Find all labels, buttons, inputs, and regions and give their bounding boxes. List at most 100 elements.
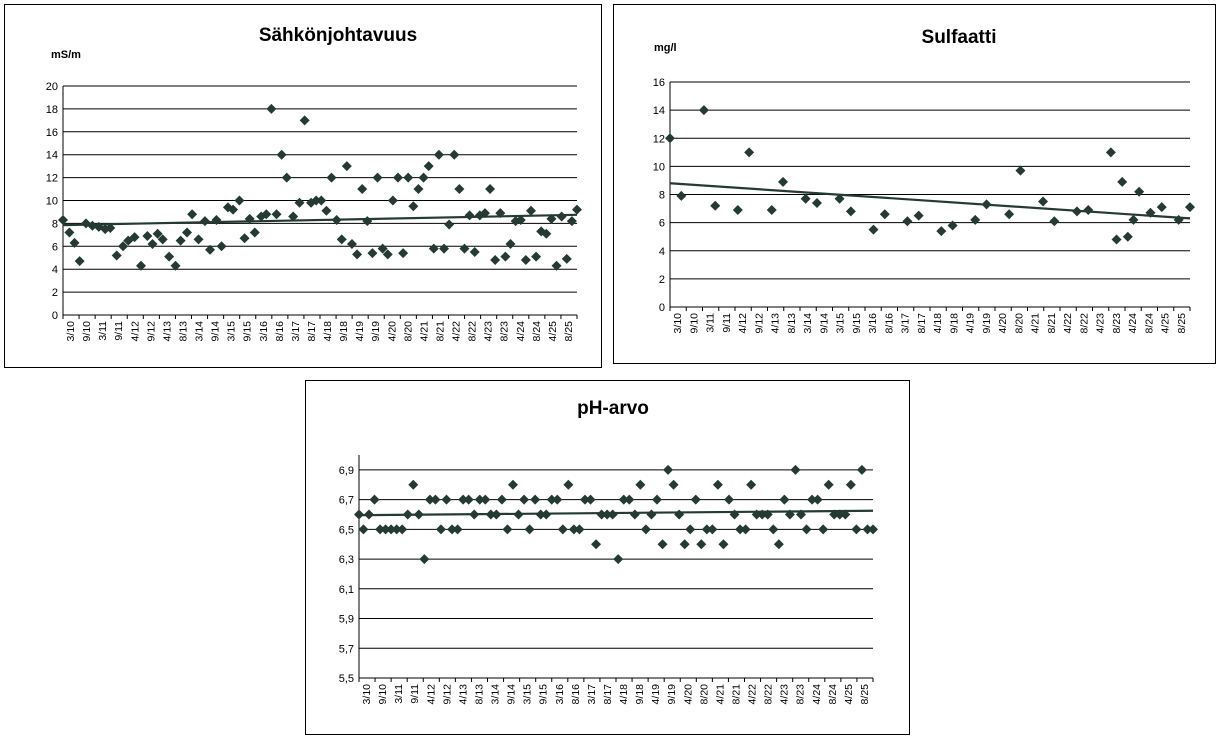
- data-point: [1105, 147, 1116, 158]
- y-tick-label: 0: [659, 302, 665, 314]
- data-point: [382, 249, 393, 260]
- x-tick-label: 9/10: [377, 684, 389, 705]
- data-point: [464, 210, 475, 221]
- data-point: [676, 190, 687, 201]
- data-point: [778, 176, 789, 187]
- data-point: [316, 195, 327, 206]
- data-point: [732, 204, 743, 215]
- data-point: [474, 494, 485, 505]
- x-tick-label: 4/20: [386, 321, 398, 342]
- data-point: [572, 204, 582, 215]
- data-point: [510, 216, 521, 227]
- x-tick-label: 9/15: [538, 684, 550, 705]
- x-tick-label: 4/13: [161, 321, 173, 342]
- data-point: [294, 197, 305, 208]
- data-point: [546, 213, 557, 224]
- x-tick-label: 8/13: [786, 313, 798, 334]
- data-point: [541, 228, 552, 239]
- data-point: [913, 210, 924, 221]
- y-axis-unit: mS/m: [51, 49, 81, 61]
- data-point: [723, 494, 734, 505]
- data-point: [947, 220, 958, 231]
- x-tick-label: 8/20: [402, 321, 414, 342]
- x-tick-label: 8/24: [1143, 313, 1155, 334]
- x-tick-label: 4/24: [811, 684, 823, 705]
- data-point: [585, 494, 596, 505]
- data-point: [105, 222, 116, 233]
- data-point: [430, 494, 441, 505]
- y-tick-label: 10: [46, 196, 58, 208]
- y-tick-label: 0: [52, 310, 58, 322]
- x-tick-label: 8/16: [883, 313, 895, 334]
- data-point: [845, 479, 856, 490]
- x-tick-label: 4/22: [451, 321, 463, 342]
- data-point: [164, 251, 175, 262]
- trend-line: [669, 182, 1191, 220]
- data-point: [729, 509, 740, 520]
- data-point: [266, 103, 277, 114]
- chart-svg-sulfaatti: 0 2 4 6 8 10 12 14 16 3/10 9/10 3/11 9/11 4/12 9/12 4/1…: [653, 77, 1195, 334]
- x-tick-label: 4/21: [418, 321, 430, 342]
- data-point: [735, 524, 746, 535]
- data-point: [546, 494, 557, 505]
- data-point: [205, 244, 216, 255]
- data-point: [902, 216, 913, 227]
- data-point: [657, 539, 668, 550]
- x-tick-label: 3/10: [361, 684, 373, 705]
- data-point: [447, 524, 458, 535]
- data-point: [469, 509, 480, 520]
- data-point: [199, 216, 210, 227]
- x-tick-label: 3/15: [835, 313, 847, 334]
- data-point: [397, 524, 408, 535]
- data-point: [862, 524, 873, 535]
- x-tick-label: 4/21: [1030, 313, 1042, 334]
- data-point: [1156, 202, 1167, 213]
- x-tick-label: 8/21: [434, 321, 446, 342]
- data-point: [795, 509, 806, 520]
- x-tick-label: 3/11: [393, 684, 405, 704]
- data-point: [228, 204, 239, 215]
- x-tick-label: 8/17: [916, 313, 928, 334]
- data-point: [818, 524, 829, 535]
- x-tick-label: 4/24: [1127, 313, 1139, 334]
- data-point: [811, 197, 822, 208]
- data-point: [505, 239, 516, 250]
- data-point: [766, 204, 777, 215]
- y-tick-label: 4: [659, 246, 665, 258]
- data-point: [441, 494, 452, 505]
- x-tick-label: 9/19: [981, 313, 993, 334]
- data-point: [834, 509, 845, 520]
- data-point: [834, 193, 845, 204]
- data-point: [239, 233, 250, 244]
- data-point: [152, 228, 163, 239]
- data-point: [1117, 176, 1128, 187]
- data-point: [413, 184, 424, 195]
- x-tick-label: 4/22: [1062, 313, 1074, 334]
- data-point: [856, 464, 867, 475]
- data-point: [449, 149, 460, 160]
- x-tick-label: 9/14: [210, 321, 222, 342]
- x-tick-label: 4/20: [682, 684, 694, 705]
- data-point: [685, 524, 696, 535]
- x-tick-label: 8/22: [1078, 313, 1090, 334]
- data-point: [435, 524, 446, 535]
- x-tick-label: 8/25: [1176, 313, 1188, 334]
- data-point: [679, 539, 690, 550]
- x-tick-label: 4/20: [997, 313, 1009, 334]
- data-point: [507, 479, 518, 490]
- x-tick-label: 3/17: [290, 321, 302, 342]
- data-point: [367, 248, 378, 259]
- data-point: [363, 509, 374, 520]
- data-point: [541, 509, 552, 520]
- x-tick-label: 4/21: [714, 684, 726, 705]
- x-tick-label: 3/15: [522, 684, 534, 705]
- data-point: [193, 234, 204, 245]
- data-point: [674, 509, 685, 520]
- x-tick-label: 8/25: [859, 684, 871, 705]
- x-tick-label: 3/10: [65, 321, 77, 342]
- data-point: [147, 239, 158, 250]
- data-point: [358, 524, 369, 535]
- data-point: [520, 255, 531, 266]
- data-point: [500, 251, 511, 262]
- data-point: [362, 216, 373, 227]
